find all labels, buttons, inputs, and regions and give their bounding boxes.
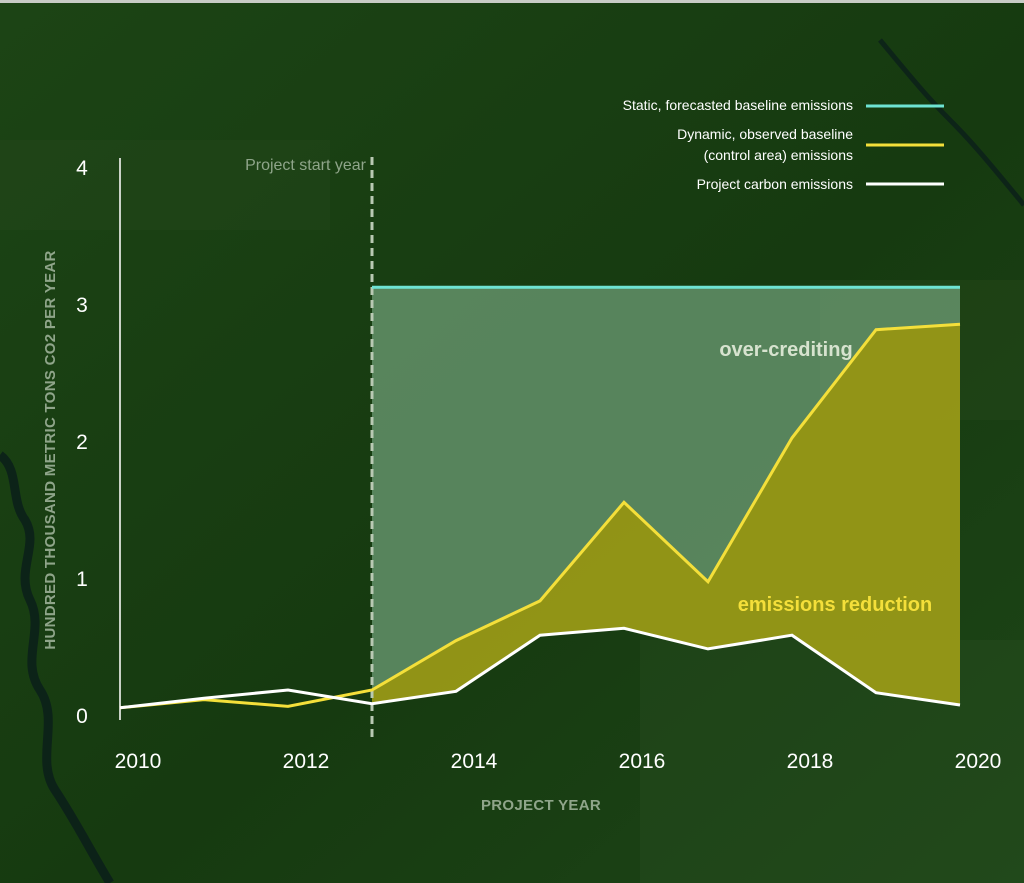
legend-label-observed-line1: Dynamic, observed baseline bbox=[677, 126, 853, 142]
x-tick-label: 2018 bbox=[787, 750, 834, 773]
emissions-reduction-label: emissions reduction bbox=[738, 594, 933, 616]
over-crediting-area bbox=[372, 287, 960, 690]
river-right bbox=[878, 38, 1024, 207]
legend-label-static: Static, forecasted baseline emissions bbox=[623, 97, 853, 113]
project-start-label: Project start year bbox=[245, 157, 367, 174]
x-tick-label: 2016 bbox=[619, 750, 666, 773]
river-left bbox=[0, 451, 114, 883]
y-tick-label: 1 bbox=[76, 568, 88, 591]
y-tick-label: 4 bbox=[76, 157, 88, 180]
emissions-reduction-area bbox=[372, 324, 960, 705]
series-line-project-emissions bbox=[119, 626, 961, 710]
x-tick-label: 2014 bbox=[451, 750, 498, 773]
over-crediting-label: over-crediting bbox=[719, 339, 852, 361]
x-tick-label: 2012 bbox=[283, 750, 330, 773]
x-axis-title: PROJECT YEAR bbox=[481, 797, 601, 814]
field-patch bbox=[0, 140, 330, 230]
y-axis-title: HUNDRED THOUSAND METRIC TONS CO2 PER YEA… bbox=[42, 250, 59, 649]
y-tick-label: 2 bbox=[76, 431, 88, 454]
y-tick-label: 3 bbox=[76, 294, 88, 317]
series-line-observed-baseline bbox=[119, 322, 961, 710]
plot-area: Project start year 0 1 2 3 4 2010 2012 2014 2016 2… bbox=[42, 97, 1001, 814]
y-tick-label: 0 bbox=[76, 705, 88, 728]
x-tick-label: 2020 bbox=[955, 750, 1002, 773]
x-tick-label: 2010 bbox=[115, 750, 162, 773]
top-border bbox=[0, 0, 1024, 3]
legend-label-project: Project carbon emissions bbox=[697, 176, 853, 192]
legend-label-observed-line2: (control area) emissions bbox=[704, 147, 853, 163]
